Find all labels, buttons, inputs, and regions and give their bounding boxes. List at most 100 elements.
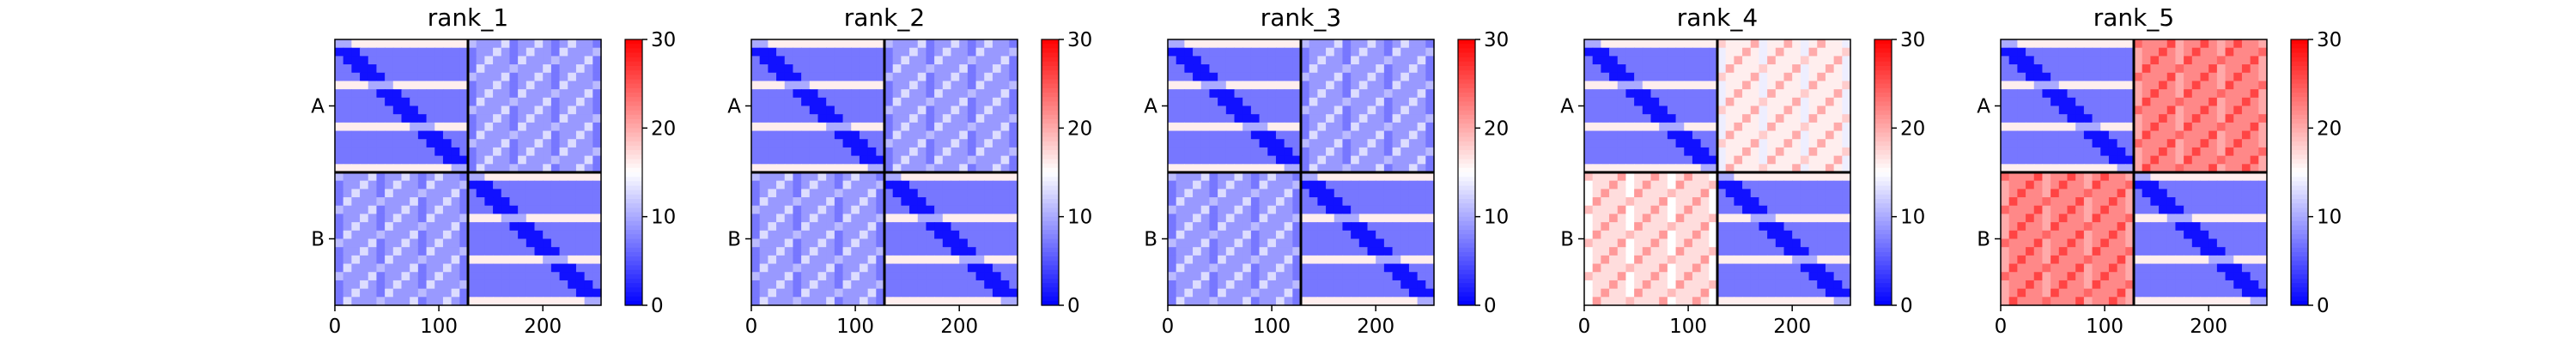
heatmap-cell xyxy=(509,81,519,90)
heatmap-cell xyxy=(410,230,419,240)
heatmap-cell xyxy=(793,56,802,65)
heatmap-cell xyxy=(751,189,761,198)
heatmap-cell xyxy=(1425,155,1435,165)
heatmap-cell xyxy=(926,230,935,240)
heatmap-cell xyxy=(1675,130,1685,140)
heatmap-cell xyxy=(867,64,877,74)
heatmap-cell xyxy=(1168,180,1177,190)
heatmap-cell xyxy=(1742,97,1752,107)
heatmap-cell xyxy=(1800,56,1810,65)
colorbar-segment xyxy=(1042,128,1059,134)
heatmap-cell xyxy=(1783,89,1793,99)
heatmap-cell xyxy=(1184,280,1194,290)
heatmap-cell xyxy=(1792,197,1801,207)
heatmap-cell xyxy=(801,255,811,265)
heatmap-cell xyxy=(1817,114,1826,123)
heatmap-cell xyxy=(1684,263,1693,273)
heatmap-cell xyxy=(592,288,602,298)
heatmap-cell xyxy=(1408,164,1419,173)
heatmap-cell xyxy=(1250,47,1261,57)
heatmap-cell xyxy=(851,214,860,223)
heatmap-cell xyxy=(417,147,428,157)
heatmap-cell xyxy=(959,130,969,140)
heatmap-cell xyxy=(1259,255,1268,265)
heatmap-cell xyxy=(1825,130,1835,140)
heatmap-cell xyxy=(559,263,568,273)
heatmap-cell xyxy=(468,230,477,240)
heatmap-cell xyxy=(1709,105,1718,115)
heatmap-cell xyxy=(1725,272,1735,281)
heatmap-cell xyxy=(351,297,361,306)
heatmap-cell xyxy=(568,189,577,198)
heatmap-cell xyxy=(967,222,977,232)
colorbar-segment xyxy=(625,141,642,147)
heatmap-cell xyxy=(1242,81,1252,90)
heatmap-cell xyxy=(1759,97,1768,107)
heatmap-cell xyxy=(459,263,469,273)
heatmap-cell xyxy=(1734,89,1743,99)
colorbar-segment xyxy=(1458,97,1475,102)
heatmap-cell xyxy=(2258,81,2268,90)
heatmap-cell xyxy=(1800,180,1810,190)
heatmap-cell xyxy=(1376,155,1385,165)
heatmap-cell xyxy=(867,189,877,198)
heatmap-cell xyxy=(1592,214,1601,223)
heatmap-cell xyxy=(2100,56,2110,65)
heatmap-cell xyxy=(2166,56,2177,65)
heatmap-cell xyxy=(1242,222,1252,232)
colorbar-segment xyxy=(1874,136,1892,142)
heatmap-cell xyxy=(1800,164,1810,173)
heatmap-cell xyxy=(984,155,993,165)
heatmap-cell xyxy=(534,56,544,65)
heatmap-cell xyxy=(1259,56,1268,65)
heatmap-cell xyxy=(1408,139,1419,148)
heatmap-cell xyxy=(417,205,428,215)
heatmap-cell xyxy=(1601,72,1610,82)
heatmap-cell xyxy=(2050,164,2060,173)
heatmap-cell xyxy=(951,147,960,157)
heatmap-cell xyxy=(1193,114,1202,123)
heatmap-cell xyxy=(2200,81,2209,90)
heatmap-cell xyxy=(2092,172,2101,182)
heatmap-cell xyxy=(793,189,802,198)
colorbar-segment xyxy=(625,128,642,134)
heatmap-cell xyxy=(1218,205,1227,215)
heatmap-cell xyxy=(876,164,885,173)
colorbar-segment xyxy=(1458,199,1475,204)
heatmap-cell xyxy=(493,114,502,123)
heatmap-cell xyxy=(1408,97,1419,107)
heatmap-cell xyxy=(759,288,769,298)
heatmap-cell xyxy=(1209,214,1218,223)
heatmap-cell xyxy=(975,64,985,74)
heatmap-cell xyxy=(451,197,460,207)
colorbar-segment xyxy=(625,159,642,165)
heatmap-cell xyxy=(1309,164,1318,173)
heatmap-cell xyxy=(543,147,552,157)
heatmap-cell xyxy=(550,255,561,265)
heatmap-cell xyxy=(2175,81,2184,90)
heatmap-cell xyxy=(1601,272,1610,281)
heatmap-cell xyxy=(934,97,944,107)
heatmap-cell xyxy=(1425,222,1435,232)
heatmap-cell xyxy=(1000,122,1010,132)
heatmap-cell xyxy=(1376,81,1385,90)
heatmap-cell xyxy=(1400,247,1410,256)
heatmap-cell xyxy=(1309,47,1318,57)
heatmap-cell xyxy=(1609,89,1619,99)
heatmap-cell xyxy=(934,263,944,273)
heatmap-cell xyxy=(1301,230,1310,240)
heatmap-cell xyxy=(859,263,869,273)
heatmap-cell xyxy=(534,263,544,273)
heatmap-cell xyxy=(1334,238,1344,248)
heatmap-cell xyxy=(1592,288,1601,298)
heatmap-cell xyxy=(2233,164,2243,173)
heatmap-cell xyxy=(1675,139,1685,148)
heatmap-cell xyxy=(343,205,352,215)
heatmap-cell xyxy=(842,72,852,82)
heatmap-cell xyxy=(526,139,536,148)
heatmap-cell xyxy=(2042,64,2051,74)
heatmap-cell xyxy=(518,280,527,290)
heatmap-cell xyxy=(2026,81,2035,90)
heatmap-cell xyxy=(385,172,394,182)
heatmap-cell xyxy=(1650,280,1660,290)
